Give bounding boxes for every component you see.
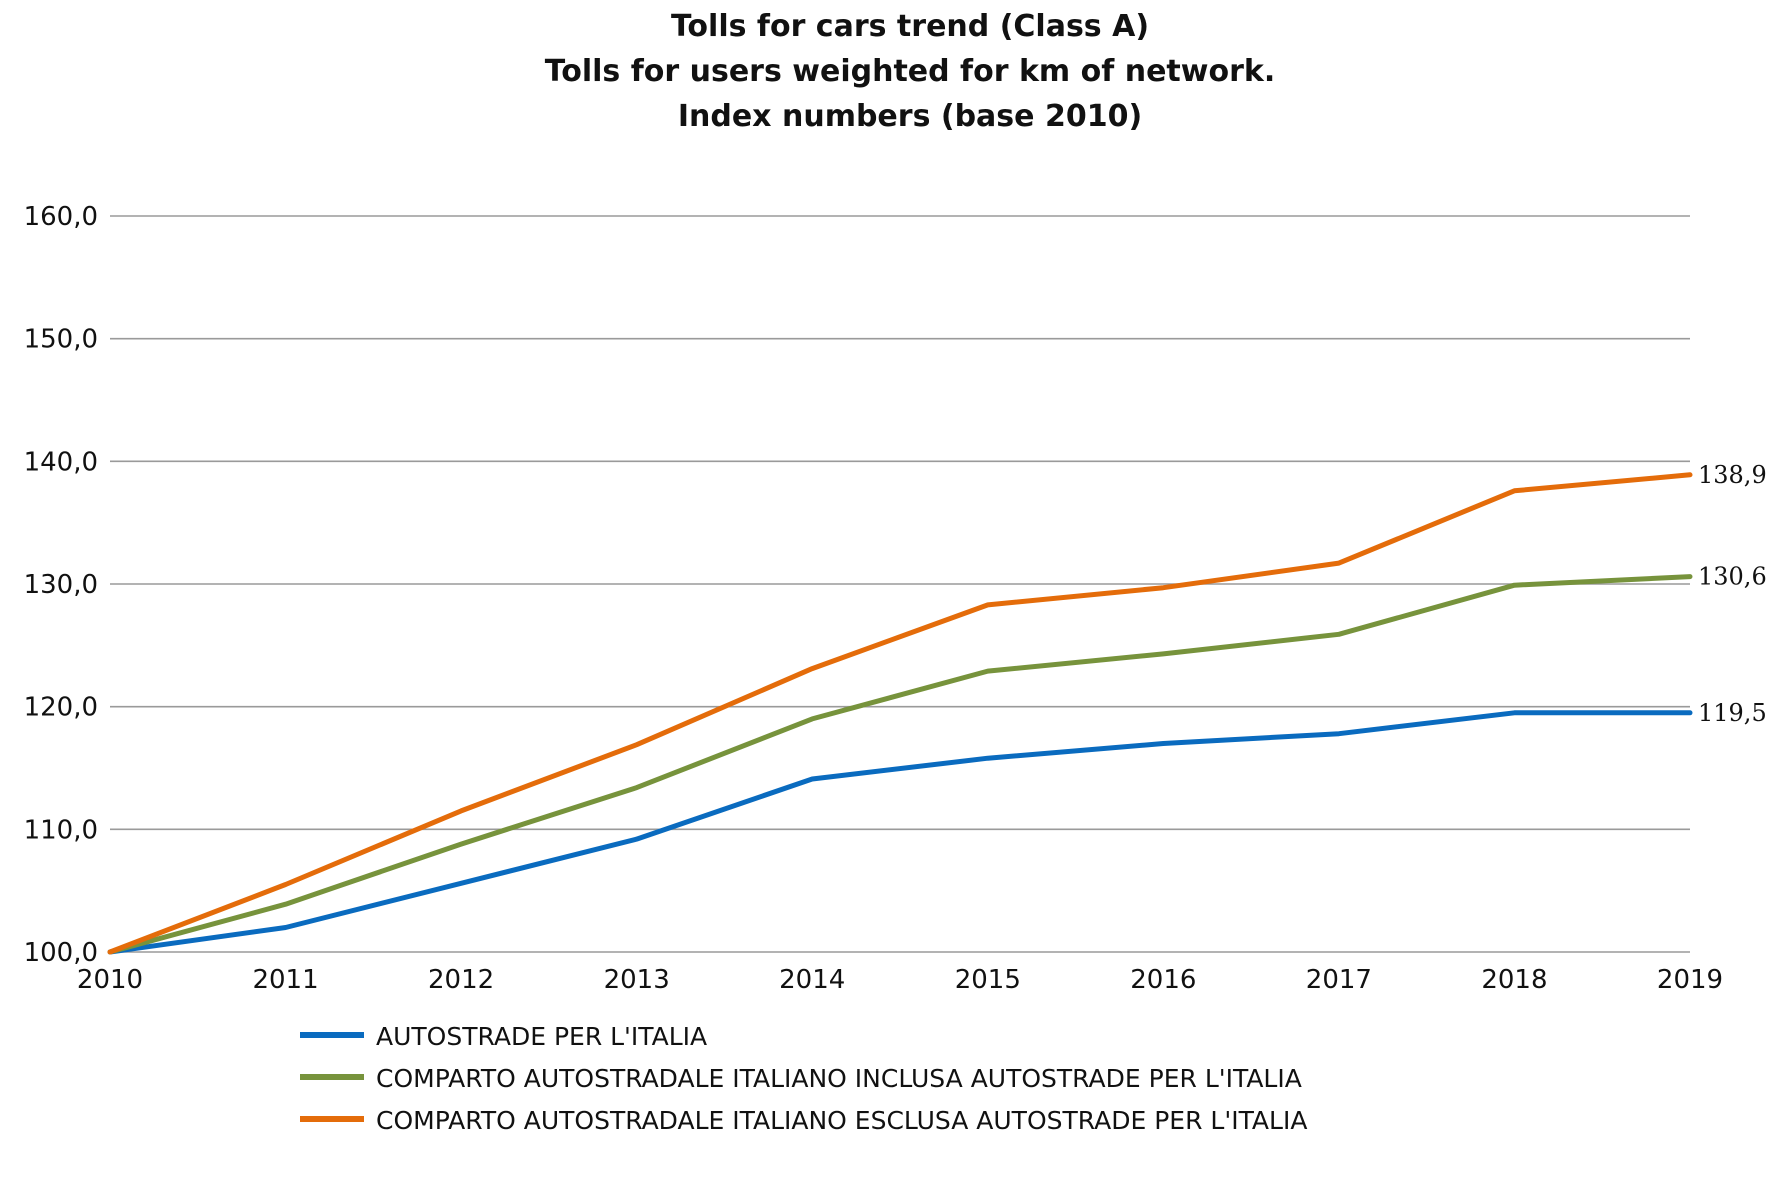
- x-tick-label: 2014: [779, 965, 845, 995]
- x-tick-label: 2010: [77, 965, 143, 995]
- x-tick-label: 2018: [1481, 965, 1547, 995]
- x-tick-label: 2013: [604, 965, 670, 995]
- y-tick-label: 160,0: [24, 202, 98, 232]
- end-value-labels: 119,5 130,6 138,9: [1698, 461, 1767, 727]
- y-tick-label: 100,0: [24, 938, 98, 968]
- legend-item-esclusa: COMPARTO AUTOSTRADALE ITALIANO ESCLUSA A…: [300, 1102, 1600, 1140]
- legend-swatch-esclusa: [300, 1116, 364, 1122]
- legend-label-esclusa: COMPARTO AUTOSTRADALE ITALIANO ESCLUSA A…: [376, 1106, 1308, 1135]
- series-lines: [107, 472, 1693, 955]
- y-tick-label: 150,0: [24, 325, 98, 355]
- series-line: [107, 574, 1693, 955]
- y-axis-tick-labels: 100,0 110,0 120,0 130,0 140,0 150,0 160,0: [24, 202, 98, 968]
- end-value-label: 138,9: [1698, 461, 1767, 489]
- legend-label-autostrade: AUTOSTRADE PER L'ITALIA: [376, 1022, 708, 1051]
- legend-label-inclusa: COMPARTO AUTOSTRADALE ITALIANO INCLUSA A…: [376, 1064, 1302, 1093]
- legend-item-inclusa: COMPARTO AUTOSTRADALE ITALIANO INCLUSA A…: [300, 1060, 1600, 1098]
- x-tick-label: 2011: [252, 965, 318, 995]
- chart-title-line-2: Tolls for users weighted for km of netwo…: [545, 54, 1275, 89]
- x-axis-tick-labels: 2010 2011 2012 2013 2014 2015 2016 2017 2018 2019: [77, 965, 1723, 995]
- y-tick-label: 130,0: [24, 570, 98, 600]
- line-chart: Tolls for cars trend (Class A) Tolls for…: [24, 9, 1767, 995]
- chart-title-line-3: Index numbers (base 2010): [678, 99, 1142, 134]
- end-value-label: 119,5: [1698, 699, 1767, 727]
- chart-title: Tolls for cars trend (Class A) Tolls for…: [545, 9, 1275, 134]
- x-tick-label: 2019: [1657, 965, 1723, 995]
- x-tick-label: 2016: [1130, 965, 1196, 995]
- chart-title-line-1: Tolls for cars trend (Class A): [671, 9, 1149, 44]
- legend-item-autostrade: AUTOSTRADE PER L'ITALIA: [300, 1018, 1600, 1056]
- x-tick-label: 2015: [955, 965, 1021, 995]
- x-tick-label: 2012: [428, 965, 494, 995]
- legend: AUTOSTRADE PER L'ITALIA COMPARTO AUTOSTR…: [300, 1018, 1600, 1144]
- legend-swatch-inclusa: [300, 1074, 364, 1080]
- series-line: [107, 710, 1693, 955]
- end-value-label: 130,6: [1698, 563, 1767, 591]
- legend-swatch-autostrade: [300, 1032, 364, 1038]
- y-tick-label: 110,0: [24, 815, 98, 845]
- y-tick-label: 140,0: [24, 447, 98, 477]
- series-line: [107, 472, 1693, 955]
- y-tick-label: 120,0: [24, 693, 98, 723]
- x-tick-label: 2017: [1306, 965, 1372, 995]
- gridlines: [110, 215, 1690, 953]
